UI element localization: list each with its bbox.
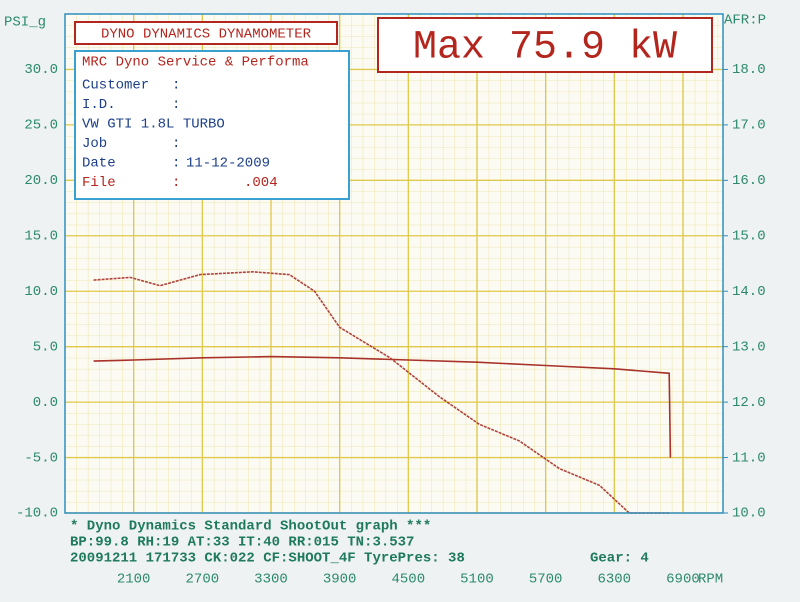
info-text: : — [172, 97, 180, 113]
y2-tick-label: 13.0 — [732, 339, 766, 355]
info-box — [74, 50, 350, 200]
y-tick-label: 15.0 — [24, 228, 58, 244]
banner-box — [74, 21, 338, 45]
y-tick-label: 20.0 — [24, 173, 58, 189]
x-tick-label: 4500 — [391, 572, 425, 588]
y2-tick-label: 12.0 — [732, 395, 766, 411]
max-box — [377, 17, 713, 73]
info-text: .004 — [244, 175, 278, 191]
axes: -10.0 -5.0 0.0 5.0 10.0 15.0 20.0 25.0 30.0 10.0 1… — [16, 62, 766, 588]
y2-axis-label: AFR:P — [724, 13, 766, 29]
info-heading: MRC Dyno Service & Performa — [82, 55, 309, 71]
info-text: : — [172, 175, 180, 191]
series-line — [93, 270, 670, 514]
x-tick-label: 2700 — [186, 572, 220, 588]
info-text: 11-12-2009 — [186, 156, 270, 172]
info-text: VW GTI 1.8L TURBO — [82, 117, 225, 133]
footer-line: * Dyno Dynamics Standard ShootOut graph … — [70, 519, 431, 535]
footer-line: 20091211 171733 CK:022 CF:SHOOT_4F TyreP… — [70, 551, 465, 567]
y2-tick-label: 16.0 — [732, 173, 766, 189]
banner: DYNO DYNAMICS DYNAMOMETER — [101, 27, 312, 43]
y-tick-label: 30.0 — [24, 62, 58, 78]
y-axis-label: PSI_g — [4, 15, 46, 31]
info-text: : — [172, 156, 180, 172]
x-tick-label: 6900 — [666, 572, 700, 588]
info-text: Customer — [82, 78, 149, 94]
y-tick-label: -5.0 — [24, 450, 58, 466]
y-tick-label: 0.0 — [33, 395, 58, 411]
y-tick-label: 10.0 — [24, 284, 58, 300]
series-line — [93, 355, 672, 458]
y2-tick-label: 17.0 — [732, 118, 766, 134]
plot-frame — [64, 13, 724, 514]
x-tick-label: 3900 — [323, 572, 357, 588]
footer-line: Gear: 4 — [590, 551, 649, 567]
info-text: Date — [82, 156, 116, 172]
info-text: Job — [82, 136, 107, 152]
y2-tick-label: 15.0 — [732, 228, 766, 244]
curves — [93, 270, 672, 514]
info-text: File — [82, 175, 116, 191]
info-rows: Customer: I.D.: VW GTI 1.8L TURBO Job: Date:… — [82, 78, 278, 192]
info-text: I.D. — [82, 97, 116, 113]
x-tick-label: 6300 — [597, 572, 631, 588]
x-tick-label: 2100 — [117, 572, 151, 588]
y2-tick-label: 11.0 — [732, 450, 766, 466]
max-power: Max 75.9 kW — [413, 26, 677, 71]
y-tick-label: 25.0 — [24, 118, 58, 134]
y-tick-label: 5.0 — [33, 339, 58, 355]
info-text: : — [172, 136, 180, 152]
footer-line: BP:99.8 RH:19 AT:33 IT:40 RR:015 TN:3.53… — [70, 535, 414, 551]
y-tick-label: -10.0 — [16, 506, 58, 522]
info-text: : — [172, 78, 180, 94]
x-axis-label: RPM — [698, 572, 723, 588]
x-tick-label: 3300 — [254, 572, 288, 588]
y2-tick-label: 18.0 — [732, 62, 766, 78]
x-tick-label: 5700 — [529, 572, 563, 588]
y2-tick-label: 14.0 — [732, 284, 766, 300]
x-tick-label: 5100 — [460, 572, 494, 588]
y2-tick-label: 10.0 — [732, 506, 766, 522]
